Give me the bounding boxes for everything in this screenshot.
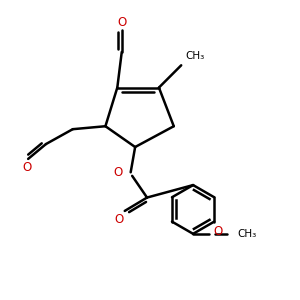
- Text: O: O: [115, 213, 124, 226]
- Text: O: O: [213, 225, 222, 238]
- Text: CH₃: CH₃: [238, 229, 257, 239]
- Text: O: O: [117, 16, 126, 29]
- Text: CH₃: CH₃: [186, 51, 205, 61]
- Text: O: O: [113, 166, 122, 179]
- Text: O: O: [22, 161, 31, 174]
